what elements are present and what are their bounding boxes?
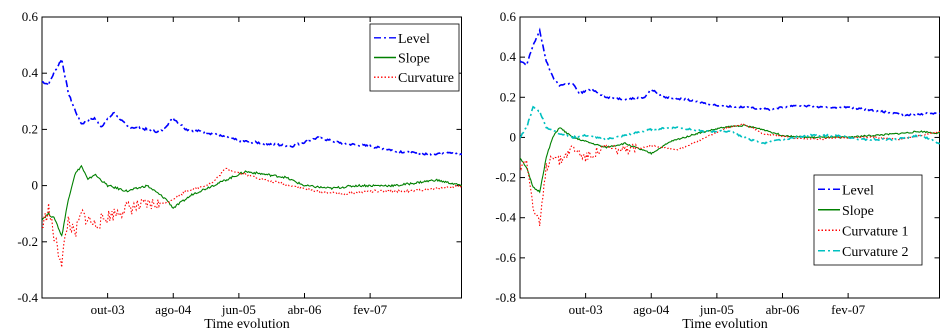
x-tick-label: out-03	[569, 302, 603, 317]
legend-label: Curvature 1	[842, 224, 908, 239]
x-tick-label: fev-07	[831, 302, 865, 317]
legend-label: Slope	[398, 52, 430, 67]
legend-box	[813, 174, 923, 266]
series-line-curvature-2	[520, 105, 940, 145]
series-line-slope	[42, 164, 462, 237]
y-tick-label: 0	[510, 129, 517, 144]
legend: Level Slope Curvature 1 Curvature 2	[813, 174, 923, 266]
x-tick-label: out-03	[91, 302, 125, 317]
series-line-level	[42, 56, 462, 157]
x-tick-label: fev-07	[353, 302, 387, 317]
x-tick-label: ago-04	[155, 302, 192, 317]
x-tick-label: jun-05	[699, 302, 734, 317]
y-tick-label: -0.2	[495, 170, 516, 185]
legend-label: Level	[398, 32, 430, 47]
legend-label: Level	[842, 183, 874, 198]
y-tick-label: -0.4	[17, 290, 38, 305]
x-tick-label: jun-05	[221, 302, 256, 317]
series-line-curvature-1	[520, 122, 940, 226]
y-tick-label: 0.6	[500, 9, 517, 24]
x-axis-label: Time evolution	[204, 317, 289, 332]
chart-right: -0.8 -0.6 -0.4 -0.2 0 0.2 0.4 0.6 out-03 ago-04 ju…	[495, 9, 940, 332]
x-tick-label: abr-06	[288, 302, 322, 317]
y-tick-label: -0.8	[495, 290, 516, 305]
y-tick-label: -0.2	[17, 234, 38, 249]
y-tick-label: 0	[32, 178, 39, 193]
y-tick-label: 0.6	[22, 9, 39, 24]
x-axis-label: Time evolution	[682, 317, 767, 332]
legend-label: Curvature 2	[842, 245, 908, 260]
x-tick-label: ago-04	[633, 302, 670, 317]
y-tick-label: -0.6	[495, 250, 516, 265]
y-tick-label: -0.4	[495, 210, 516, 225]
series-line-slope	[520, 124, 940, 194]
legend: Level Slope Curvature	[369, 23, 460, 92]
series-line-curvature	[42, 167, 462, 268]
y-tick-label: 0.4	[500, 49, 517, 64]
series-line-level	[520, 27, 940, 117]
y-tick-label: 0.2	[500, 89, 516, 104]
legend-label: Slope	[842, 204, 874, 219]
legend-label: Curvature	[398, 71, 454, 86]
axes-box	[41, 16, 462, 299]
y-tick-label: 0.4	[22, 65, 39, 80]
chart-left: -0.4 -0.2 0 0.2 0.4 0.6 out-03 ago-04 jun-05 abr-…	[17, 9, 462, 332]
x-tick-label: abr-06	[766, 302, 800, 317]
y-tick-label: 0.2	[22, 121, 38, 136]
